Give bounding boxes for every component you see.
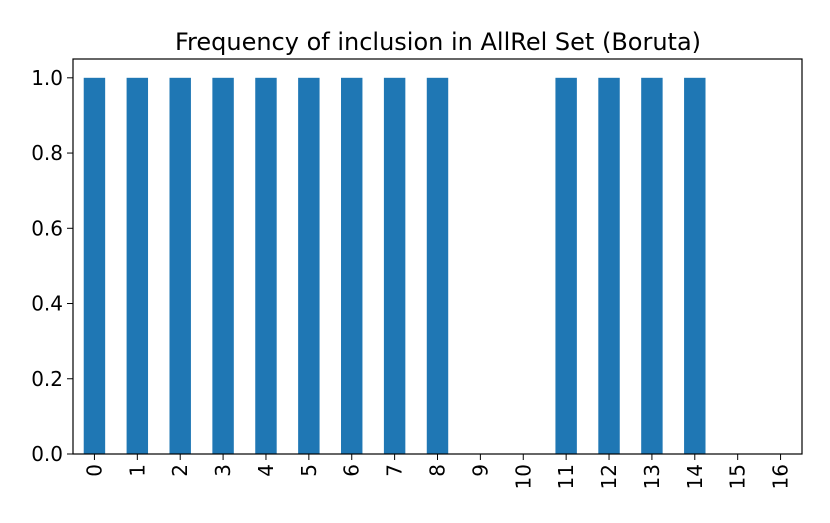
- y-tick-label-0.8: 0.8: [31, 141, 63, 165]
- bar-11: [555, 77, 577, 454]
- x-tick-label-5: 5: [297, 464, 321, 477]
- x-tick-label-7: 7: [383, 464, 407, 477]
- x-tick-label-4: 4: [254, 464, 278, 477]
- x-tick-label-0: 0: [82, 464, 106, 477]
- bar-5: [298, 77, 320, 454]
- bar-13: [641, 77, 663, 454]
- x-tick-label-1: 1: [125, 464, 149, 477]
- chart-title: Frequency of inclusion in AllRel Set (Bo…: [175, 28, 701, 56]
- x-tick-label-8: 8: [426, 464, 450, 477]
- y-tick-label-0.2: 0.2: [31, 367, 63, 391]
- bar-12: [598, 77, 620, 454]
- x-tick-label-15: 15: [726, 464, 750, 489]
- x-tick-label-14: 14: [683, 464, 707, 489]
- y-tick-label-0.0: 0.0: [31, 442, 63, 466]
- x-tick-label-11: 11: [554, 464, 578, 489]
- x-tick-label-3: 3: [211, 464, 235, 477]
- x-tick-label-6: 6: [340, 464, 364, 477]
- x-axis: 0 1 2 3 4 5 6 7 8 9 10 11 12 13 14 15 16: [82, 454, 793, 489]
- bar-6: [341, 77, 363, 454]
- bar-3: [212, 77, 234, 454]
- x-tick-label-12: 12: [597, 464, 621, 489]
- bars-group: [83, 77, 706, 454]
- y-axis: 0.0 0.2 0.4 0.6 0.8 1.0: [31, 66, 73, 466]
- x-tick-label-16: 16: [769, 464, 793, 489]
- bar-7: [383, 77, 406, 454]
- x-tick-label-10: 10: [511, 464, 535, 489]
- x-tick-label-13: 13: [640, 464, 664, 489]
- y-tick-label-1.0: 1.0: [31, 66, 63, 90]
- bar-8: [426, 77, 449, 454]
- plot-frame: [72, 58, 803, 455]
- x-tick-label-9: 9: [468, 464, 492, 477]
- x-tick-label-2: 2: [168, 464, 192, 477]
- bar-1: [126, 77, 149, 454]
- bar-2: [169, 77, 191, 454]
- bar-0: [83, 77, 106, 454]
- y-tick-label-0.6: 0.6: [31, 216, 63, 240]
- bar-4: [255, 77, 277, 454]
- bar-14: [684, 77, 706, 454]
- y-tick-label-0.4: 0.4: [31, 292, 63, 316]
